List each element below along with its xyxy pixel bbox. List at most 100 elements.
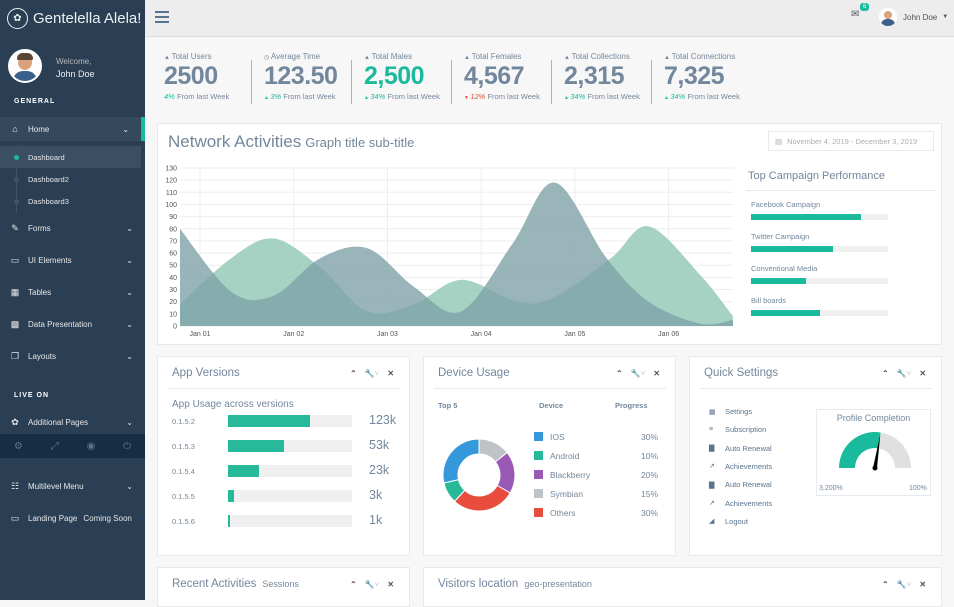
divider <box>700 388 932 389</box>
gauge-fill <box>839 432 881 468</box>
laptop-icon: ▭ <box>10 512 20 523</box>
stat-change: ▲ 34% From last Week <box>664 92 746 101</box>
section-live-on: LIVE ON <box>14 392 50 399</box>
quick-settings-item[interactable]: ↗ Achievements <box>709 462 772 471</box>
quick-settings-item[interactable]: ▇ Auto Renewal <box>709 480 772 489</box>
campaign-progress-fill <box>751 246 834 252</box>
sidebar-subitem-dashboard2[interactable]: Dashboard2 <box>0 168 141 190</box>
sidebar-item-label: Tables <box>28 287 52 297</box>
wrench-icon[interactable]: 🔧˅ <box>364 369 380 378</box>
y-tick-label: 40 <box>169 275 177 282</box>
collapse-icon[interactable]: ⌃ <box>350 580 357 589</box>
wrench-icon[interactable]: 🔧˅ <box>896 369 912 378</box>
version-label: 0.1.5.4 <box>172 467 195 476</box>
quick-settings-item[interactable]: ≡ Subscription <box>709 425 766 434</box>
close-icon[interactable]: ✕ <box>653 369 661 378</box>
y-tick-label: 110 <box>166 190 177 197</box>
messages-button[interactable]: ✉ 6 <box>851 3 870 20</box>
device-donut-chart <box>442 438 516 512</box>
app-versions-title: App Versions <box>172 367 240 379</box>
stat-change-suffix: From last Week <box>283 92 336 101</box>
wrench-icon[interactable]: 🔧˅ <box>630 369 646 378</box>
bars-icon: ≡ <box>709 426 714 434</box>
menu-toggle-icon[interactable] <box>155 11 169 26</box>
donut-slice-ios <box>442 438 480 484</box>
stat-tile: ▲ Total Users 2500 4% From last Week <box>164 52 246 110</box>
brand[interactable]: ✿ Gentelella Alela! <box>0 0 145 37</box>
sidebar-item-layouts[interactable]: ❐ Layouts ⌄ <box>0 344 145 368</box>
collapse-icon[interactable]: ⌃ <box>616 369 623 378</box>
version-bar-fill <box>228 465 259 477</box>
sidebar-item-forms[interactable]: ✎ Forms ⌄ <box>0 216 145 240</box>
settings-icon[interactable]: ⚙ <box>13 440 23 452</box>
wrench-icon[interactable]: 🔧˅ <box>364 580 380 589</box>
caret-up-icon: ▲ <box>664 95 671 101</box>
stat-change-suffix: From last Week <box>487 92 540 101</box>
fullscreen-icon[interactable]: ⤢ <box>50 440 59 452</box>
wrench-icon[interactable]: 🔧˅ <box>896 580 912 589</box>
collapse-icon[interactable]: ⌃ <box>882 580 889 589</box>
sidebar-subitem-label: Dashboard <box>28 152 65 162</box>
stat-label: ▲ Total Males <box>364 52 446 61</box>
recent-subtitle: Sessions <box>262 579 299 589</box>
quick-settings-item[interactable]: ▇ Auto Renewal <box>709 444 772 453</box>
device-name: IOS <box>550 432 565 442</box>
campaign-progress-fill <box>751 310 820 316</box>
campaign-item: Conventional Media <box>751 264 891 284</box>
recent-title-text: Recent Activities <box>172 578 257 590</box>
sidebar-item-home[interactable]: ⌂ Home ⌄ <box>0 117 145 141</box>
power-icon[interactable]: ⏻ <box>123 440 132 452</box>
stat-label: ▲ Total Connections <box>664 52 746 61</box>
sidebar-item-tables[interactable]: ▦ Tables ⌄ <box>0 280 145 304</box>
stat-divider <box>251 60 252 104</box>
version-bar-fill <box>228 490 235 502</box>
divider <box>434 388 666 389</box>
legend-swatch <box>534 508 543 517</box>
user-icon: ▲ <box>564 55 572 61</box>
stat-tile: ▲ Total Connections 7,325 ▲ 34% From last … <box>664 52 746 110</box>
header-top5: Top 5 <box>438 401 458 410</box>
version-value: 123k <box>369 413 397 427</box>
device-usage-title: Device Usage <box>438 367 510 379</box>
date-range-text: November 4, 2019 - December 3, 2019 <box>787 136 918 146</box>
user-menu[interactable]: John Doe ▼ <box>879 8 948 26</box>
close-icon[interactable]: ✕ <box>919 580 927 589</box>
sidebar-subitem-label: Dashboard3 <box>28 196 69 206</box>
close-icon[interactable]: ✕ <box>387 580 395 589</box>
recent-activities-panel: Recent Activities Sessions ⌃ 🔧˅ ✕ <box>157 567 410 607</box>
close-icon[interactable]: ✕ <box>919 369 927 378</box>
lock-icon[interactable]: ◉ <box>86 440 96 452</box>
stat-label-text: Total Females <box>471 52 522 61</box>
y-tick-label: 80 <box>169 226 177 233</box>
sidebar-item-data-presentation[interactable]: ▩ Data Presentation ⌄ <box>0 312 145 336</box>
sidebar-item-landing-page[interactable]: ▭ Landing Page Coming Soon <box>0 506 145 530</box>
panel-toolbox: ⌃ 🔧˅ ✕ <box>882 580 926 589</box>
collapse-icon[interactable]: ⌃ <box>882 369 889 378</box>
quick-settings-item[interactable]: ▦ Settings <box>709 407 752 416</box>
sidebar-item-additional-pages[interactable]: ✿ Additional Pages ⌄ <box>0 410 145 434</box>
stat-change: 4% From last Week <box>164 92 246 101</box>
device-legend-item: IOS 30% <box>534 432 664 442</box>
campaign-item: Bill boards <box>751 296 891 316</box>
close-icon[interactable]: ✕ <box>387 369 395 378</box>
sidebar-item-label: Additional Pages <box>28 417 89 427</box>
chevron-down-icon: ⌄ <box>126 255 133 265</box>
quick-settings-item[interactable]: ↗ Achievements <box>709 499 772 508</box>
clone-icon: ❐ <box>10 350 20 361</box>
collapse-icon[interactable]: ⌃ <box>350 369 357 378</box>
sidebar-subitem-dashboard[interactable]: Dashboard <box>0 146 141 168</box>
device-percent: 30% <box>641 432 659 442</box>
quick-settings-label: Subscription <box>725 425 767 435</box>
stat-change: ▲ 34% From last Week <box>364 92 446 101</box>
sidebar-item-multilevel-menu[interactable]: ☷ Multilevel Menu ⌄ <box>0 474 145 498</box>
sidebar-item-ui-elements[interactable]: ▭ UI Elements ⌄ <box>0 248 145 272</box>
user-icon: ▲ <box>164 55 172 61</box>
stat-value: 2,500 <box>364 62 425 90</box>
avatar <box>8 49 42 83</box>
sidebar-subitem-dashboard3[interactable]: Dashboard3 <box>0 190 141 212</box>
y-tick-label: 100 <box>165 202 177 209</box>
quick-settings-item[interactable]: ◢ Logout <box>709 517 748 526</box>
recent-activities-title: Recent Activities Sessions <box>172 578 299 590</box>
date-range-picker[interactable]: ▤ November 4, 2019 - December 3, 2019 <box>768 131 934 151</box>
device-usage-panel: Device Usage ⌃ 🔧˅ ✕ Top 5 Device Progress … <box>423 356 676 556</box>
